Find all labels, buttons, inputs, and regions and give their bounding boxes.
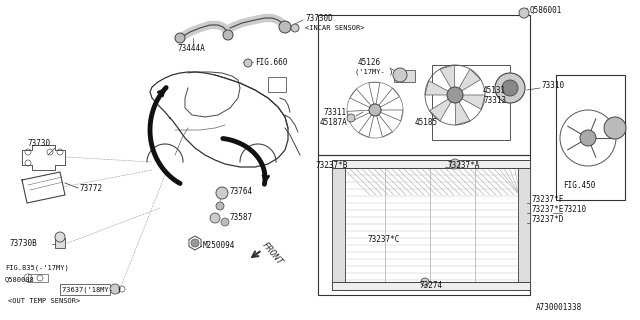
Text: ('17MY- ): ('17MY- ) (355, 69, 393, 75)
Bar (432, 65, 510, 140)
Text: 73730: 73730 (28, 139, 51, 148)
Circle shape (393, 68, 407, 82)
Circle shape (216, 202, 224, 210)
Polygon shape (455, 69, 481, 95)
Circle shape (110, 284, 120, 294)
Text: 45126: 45126 (358, 58, 381, 67)
Bar (556, 75, 625, 200)
Text: 73237*C: 73237*C (368, 236, 401, 244)
Text: M250094: M250094 (203, 241, 236, 250)
Text: 73444A: 73444A (178, 44, 205, 52)
Bar (55, 238, 65, 248)
Circle shape (279, 21, 291, 33)
Text: 73237*D: 73237*D (532, 215, 564, 225)
Circle shape (502, 80, 518, 96)
Circle shape (55, 232, 65, 242)
Text: FRONT: FRONT (260, 241, 284, 267)
Circle shape (244, 59, 252, 67)
Text: <OUT TEMP SENSOR>: <OUT TEMP SENSOR> (8, 298, 80, 304)
Text: 45185: 45185 (415, 117, 438, 126)
Text: 73587: 73587 (230, 213, 253, 222)
Polygon shape (425, 81, 455, 95)
Bar (268, 77, 286, 92)
Circle shape (447, 87, 463, 103)
Text: FIG.835(-'17MY): FIG.835(-'17MY) (5, 265, 68, 271)
Text: 73210: 73210 (563, 205, 586, 214)
Circle shape (175, 33, 185, 43)
Circle shape (604, 117, 626, 139)
Text: 45131: 45131 (483, 85, 506, 94)
Circle shape (216, 187, 228, 199)
Text: 73237*F: 73237*F (532, 196, 564, 204)
Polygon shape (440, 65, 455, 95)
Circle shape (223, 30, 233, 40)
Bar (60, 284, 110, 295)
Circle shape (347, 114, 355, 122)
Circle shape (580, 130, 596, 146)
Text: 73237*A: 73237*A (448, 161, 481, 170)
Text: 73637('18MY- ): 73637('18MY- ) (62, 287, 122, 293)
Text: 73310: 73310 (542, 81, 565, 90)
Text: 73764: 73764 (230, 188, 253, 196)
Circle shape (191, 239, 199, 247)
Bar (318, 15, 530, 155)
Text: <INCAR SENSOR>: <INCAR SENSOR> (305, 25, 365, 31)
Polygon shape (455, 95, 485, 109)
Circle shape (421, 278, 429, 286)
Bar (318, 155, 530, 295)
Text: 45187A: 45187A (320, 117, 348, 126)
Bar (332, 160, 530, 168)
Circle shape (369, 104, 381, 116)
Text: 73237*B: 73237*B (316, 161, 348, 170)
Bar (332, 282, 530, 290)
Circle shape (210, 213, 220, 223)
Text: FIG.450: FIG.450 (563, 180, 595, 189)
Text: 73313: 73313 (483, 95, 506, 105)
Text: 73772: 73772 (80, 183, 103, 193)
Bar (332, 160, 345, 290)
Circle shape (450, 159, 460, 169)
Circle shape (291, 24, 299, 32)
Circle shape (221, 218, 229, 226)
Bar (518, 160, 530, 290)
Bar (28, 274, 48, 282)
Text: Q586001: Q586001 (530, 5, 563, 14)
Circle shape (519, 8, 529, 18)
Text: FIG.660: FIG.660 (255, 58, 287, 67)
Bar (394, 70, 415, 82)
Text: A730001338: A730001338 (536, 303, 582, 313)
Text: 73730D: 73730D (305, 13, 333, 22)
Circle shape (495, 73, 525, 103)
Text: 73274: 73274 (420, 281, 443, 290)
Polygon shape (455, 95, 470, 125)
Text: 73237*E: 73237*E (532, 205, 564, 214)
Text: 73311: 73311 (323, 108, 346, 116)
Text: 73730B: 73730B (10, 238, 38, 247)
Polygon shape (429, 95, 455, 121)
Text: Q580008: Q580008 (5, 276, 35, 282)
